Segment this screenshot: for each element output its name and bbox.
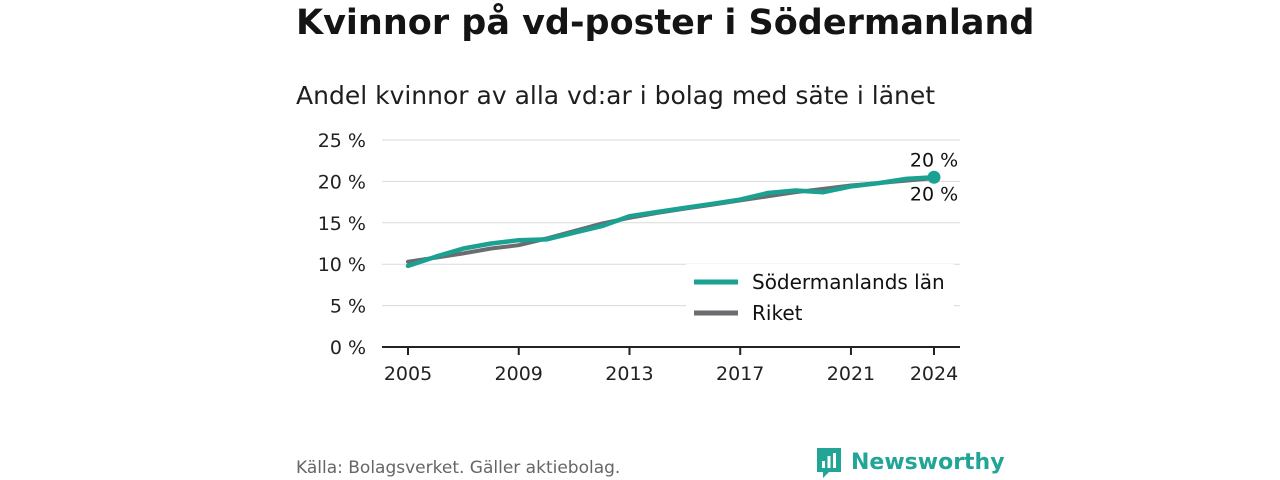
y-tick-label: 10 % bbox=[318, 254, 366, 276]
y-axis-ticks: 0 % 5 % 10 % 15 % 20 % 25 % bbox=[318, 130, 366, 359]
chart-title: Kvinnor på vd-poster i Södermanland bbox=[296, 3, 1035, 43]
x-axis: 2005 2009 2013 2017 2021 2024 bbox=[382, 346, 960, 385]
brand-name: Newsworthy bbox=[851, 450, 1005, 475]
series-line-sodermanland bbox=[405, 175, 937, 269]
end-label-sodermanland: 20 % bbox=[910, 149, 958, 171]
y-tick-label: 20 % bbox=[318, 171, 366, 193]
source-note: Källa: Bolagsverket. Gäller aktiebolag. bbox=[296, 458, 621, 478]
chart-subtitle: Andel kvinnor av alla vd:ar i bolag med … bbox=[296, 81, 936, 110]
x-tick-label: 2021 bbox=[827, 363, 875, 385]
end-point-marker bbox=[927, 170, 941, 184]
x-tick-label: 2009 bbox=[495, 363, 543, 385]
x-tick-label: 2013 bbox=[605, 363, 653, 385]
newsworthy-chart-logo-icon bbox=[817, 448, 841, 478]
x-tick-label: 2017 bbox=[716, 363, 764, 385]
end-label-riket: 20 % bbox=[910, 183, 958, 205]
legend-label: Södermanlands län bbox=[752, 270, 945, 294]
y-tick-label: 0 % bbox=[330, 337, 366, 359]
y-tick-label: 15 % bbox=[318, 213, 366, 235]
legend-background bbox=[686, 264, 954, 332]
brand-logo[interactable]: Newsworthy bbox=[815, 446, 1005, 480]
series-lines bbox=[405, 175, 937, 269]
series-line-riket bbox=[406, 176, 936, 264]
end-labels: 20 % 20 % bbox=[910, 149, 958, 205]
y-tick-label: 25 % bbox=[318, 130, 366, 152]
y-tick-label: 5 % bbox=[330, 296, 366, 318]
x-tick-label: 2024 bbox=[910, 363, 958, 385]
legend: Södermanlands län Riket bbox=[686, 264, 954, 332]
x-tick-label: 2005 bbox=[384, 363, 432, 385]
legend-label: Riket bbox=[752, 301, 803, 325]
